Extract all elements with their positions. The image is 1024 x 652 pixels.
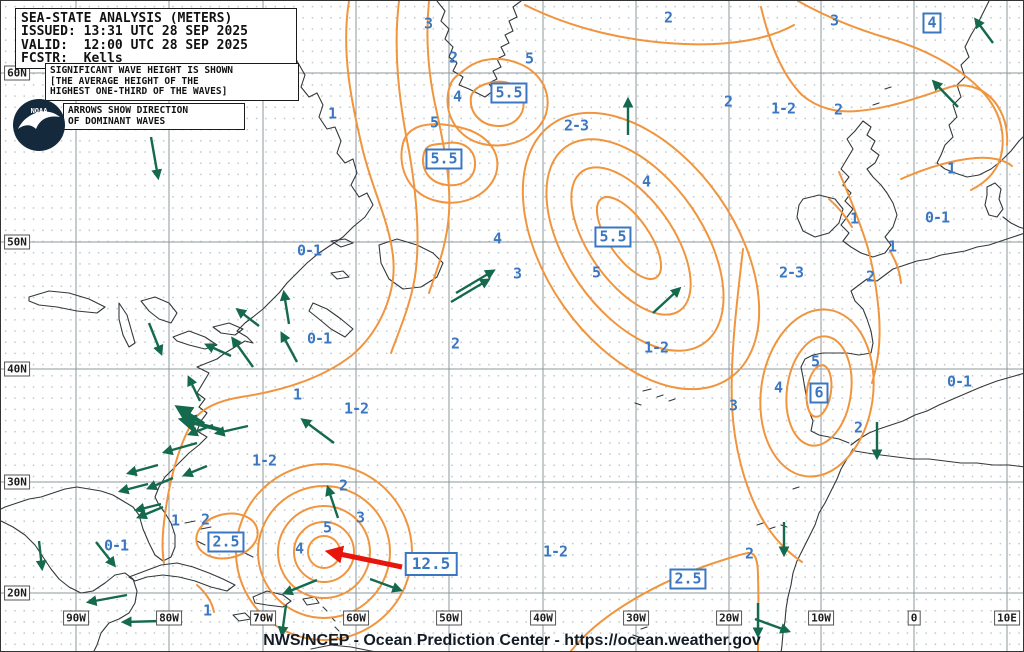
wave-direction-arrow <box>235 308 260 327</box>
wave-direction-arrow <box>325 484 340 519</box>
arrow-note-line: OF DOMINANT WAVES <box>68 115 166 127</box>
wave-direction-arrow <box>95 541 116 568</box>
wave-direction-arrow <box>213 424 249 437</box>
arrow-note-line: ARROWS SHOW DIRECTION <box>68 105 189 116</box>
wave-direction-arrow <box>204 343 232 358</box>
wave-direction-arrow <box>146 476 174 491</box>
wave-height-note-box: SIGNIFICANT WAVE HEIGHT IS SHOWN [THE AV… <box>45 63 299 101</box>
wave-direction-arrow <box>85 593 128 606</box>
wave-direction-arrow <box>754 617 792 634</box>
wave-direction-arrow <box>136 505 164 520</box>
wave-note-line: SIGNIFICANT WAVE HEIGHT IS SHOWN <box>50 65 234 76</box>
issued-line: ISSUED: 13:31 UTC 28 SEP 2025 <box>21 24 248 40</box>
forecaster-line: FCSTR: Kells <box>21 50 123 66</box>
wave-direction-arrow <box>281 578 318 596</box>
wave-direction-arrow <box>186 423 214 437</box>
wave-direction-arrow <box>35 540 47 572</box>
wave-direction-arrow <box>279 289 291 325</box>
arrow-note-box: ARROWS SHOW DIRECTION OF DOMINANT WAVES <box>63 103 245 131</box>
wave-direction-arrow <box>125 463 159 477</box>
wave-direction-arrow <box>187 375 202 402</box>
wave-direction-arrow <box>231 336 254 368</box>
wave-direction-arrow <box>450 278 491 304</box>
peak-wave-pointer-arrow <box>324 545 403 570</box>
wave-direction-arrow <box>147 322 164 357</box>
analysis-title-box: SEA-STATE ANALYSIS (METERS) ISSUED: 13:3… <box>15 8 297 69</box>
noaa-logo-text: NOAA <box>31 107 49 115</box>
wave-direction-arrow <box>133 502 162 514</box>
wave-direction-arrow <box>161 441 198 456</box>
wave-direction-arrow <box>117 482 149 495</box>
analysis-title: SEA-STATE ANALYSIS (METERS) <box>21 11 233 26</box>
wave-direction-arrow <box>120 616 162 628</box>
noaa-logo-circle <box>13 99 65 151</box>
noaa-seagull-icon <box>18 111 60 129</box>
footer-credit: NWS/NCEP - Ocean Prediction Center - htt… <box>263 632 761 649</box>
wave-direction-arrow <box>652 286 682 314</box>
wave-arrows-layer <box>35 17 994 639</box>
wave-direction-arrow <box>931 79 959 108</box>
wave-height-contours-layer <box>161 1 1013 651</box>
wave-direction-arrow <box>974 17 994 44</box>
wave-direction-arrow <box>280 331 299 363</box>
noaa-logo: NOAA <box>13 99 65 151</box>
valid-line: VALID: 12:00 UTC 28 SEP 2025 <box>21 37 248 53</box>
wave-direction-arrow <box>455 269 496 295</box>
wave-direction-arrow <box>277 604 289 638</box>
wave-note-line: HIGHEST ONE-THIRD OF THE WAVES] <box>50 86 228 98</box>
wave-direction-arrow <box>369 577 404 593</box>
wave-note-line: [THE AVERAGE HEIGHT OF THE <box>50 75 199 87</box>
wave-direction-arrow <box>149 136 163 181</box>
wave-direction-arrow <box>300 418 335 444</box>
wave-direction-arrow <box>182 464 208 478</box>
